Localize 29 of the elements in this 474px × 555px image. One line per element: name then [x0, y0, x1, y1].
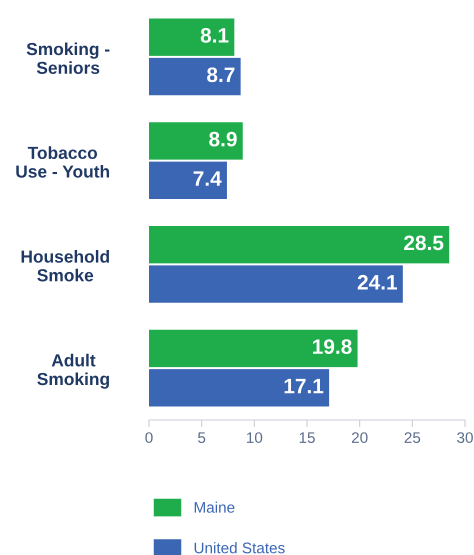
x-tick-label: 25	[404, 432, 420, 444]
bar	[149, 265, 403, 303]
x-tick-label: 20	[352, 432, 368, 444]
bar	[149, 369, 330, 407]
y-tick-label: Adult Smoking	[37, 354, 109, 389]
bar	[149, 226, 450, 264]
bar	[149, 18, 234, 56]
data-label: 7.4	[194, 171, 222, 186]
y-tick-label: Household Smoke	[22, 250, 109, 282]
x-tick-label: 30	[457, 432, 473, 444]
data-label: 28.5	[404, 236, 444, 250]
y-tick-label: Smoking - Seniors	[26, 42, 110, 74]
data-label: 8.9	[209, 132, 237, 147]
bar	[149, 58, 241, 96]
x-tick-label: 5	[198, 432, 206, 444]
x-tick-label: 10	[247, 432, 262, 444]
bar	[149, 162, 227, 200]
x-tick-label: 15	[300, 432, 315, 444]
bar	[149, 122, 243, 160]
data-label: 17.1	[284, 378, 324, 394]
legend-label: Maine	[194, 502, 234, 513]
y-tick-label: Tobacco Use - Youth	[16, 146, 110, 178]
legend-label: United States	[194, 542, 285, 554]
data-label: 19.8	[313, 339, 352, 354]
x-tick-label: 0	[145, 432, 153, 444]
bar	[149, 330, 358, 368]
data-label: 8.7	[207, 67, 234, 82]
data-label: 24.1	[358, 274, 398, 290]
data-label: 8.1	[200, 28, 228, 43]
